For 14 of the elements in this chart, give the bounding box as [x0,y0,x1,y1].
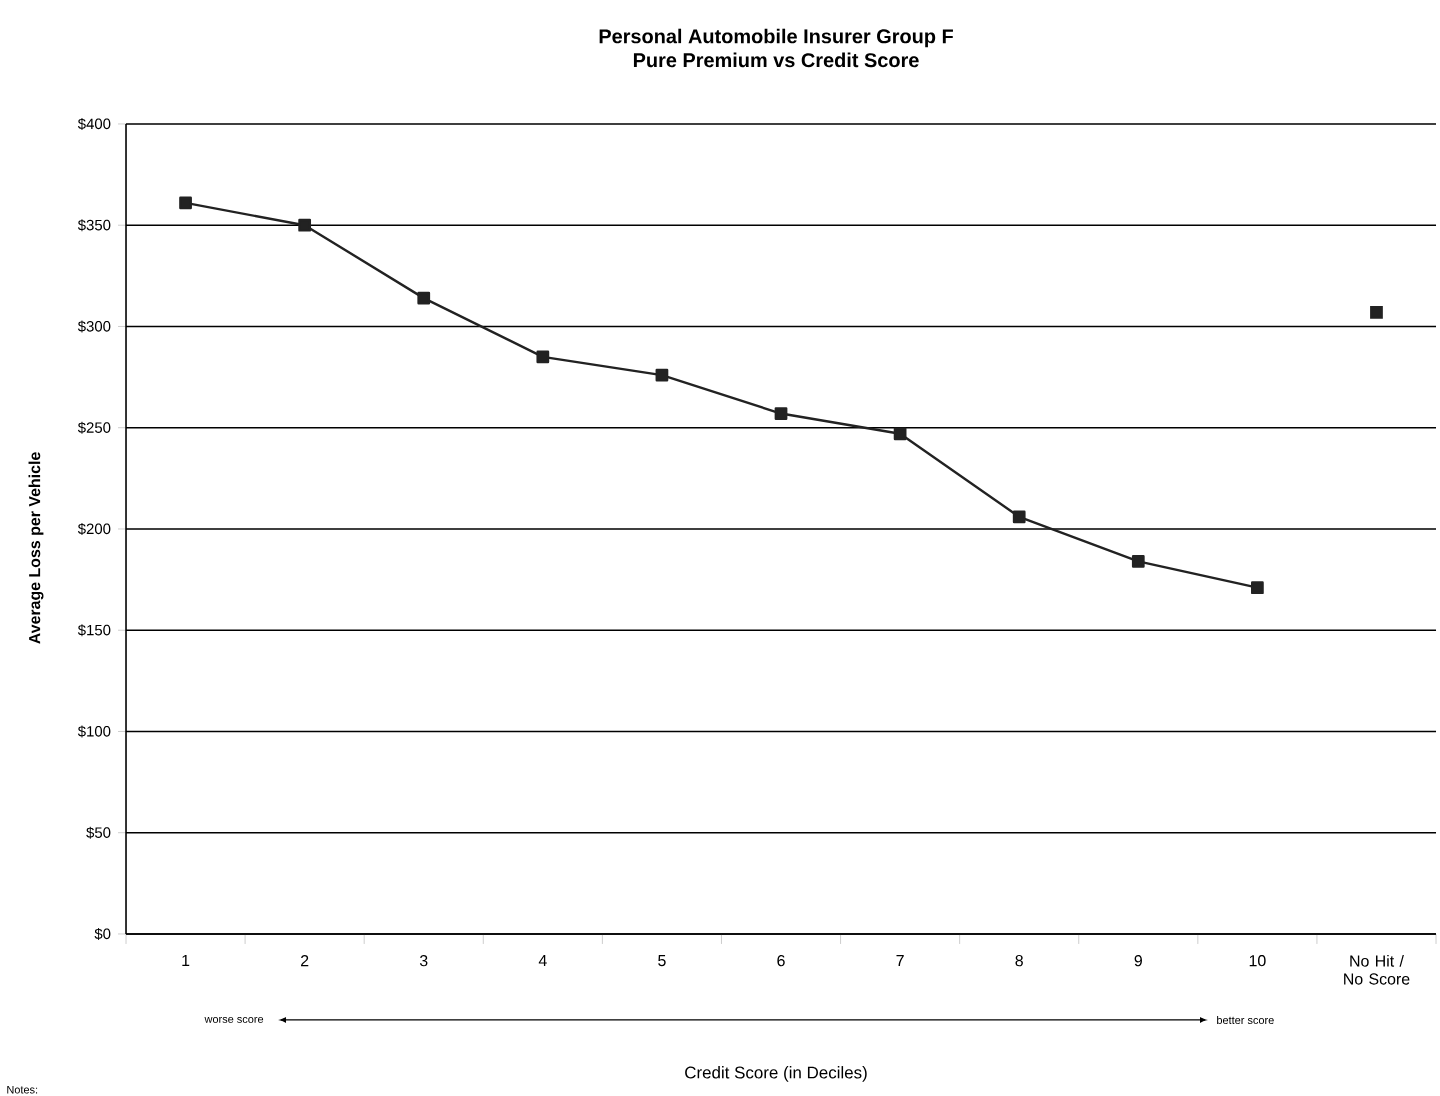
point [298,218,312,232]
point [1012,510,1026,524]
chart-title: Personal Automobile Insurer Group F [599,28,953,48]
point [655,368,669,382]
point [774,407,788,420]
point [179,196,192,210]
chart-subtitle: Pure Premium vs Credit Score [633,52,919,68]
point [893,427,907,441]
point [417,291,431,305]
point [536,350,550,364]
point [1251,581,1264,595]
point [1131,554,1145,568]
point [1370,305,1383,319]
x-axis-title: Credit Score (in Deciles) [685,1066,867,1082]
